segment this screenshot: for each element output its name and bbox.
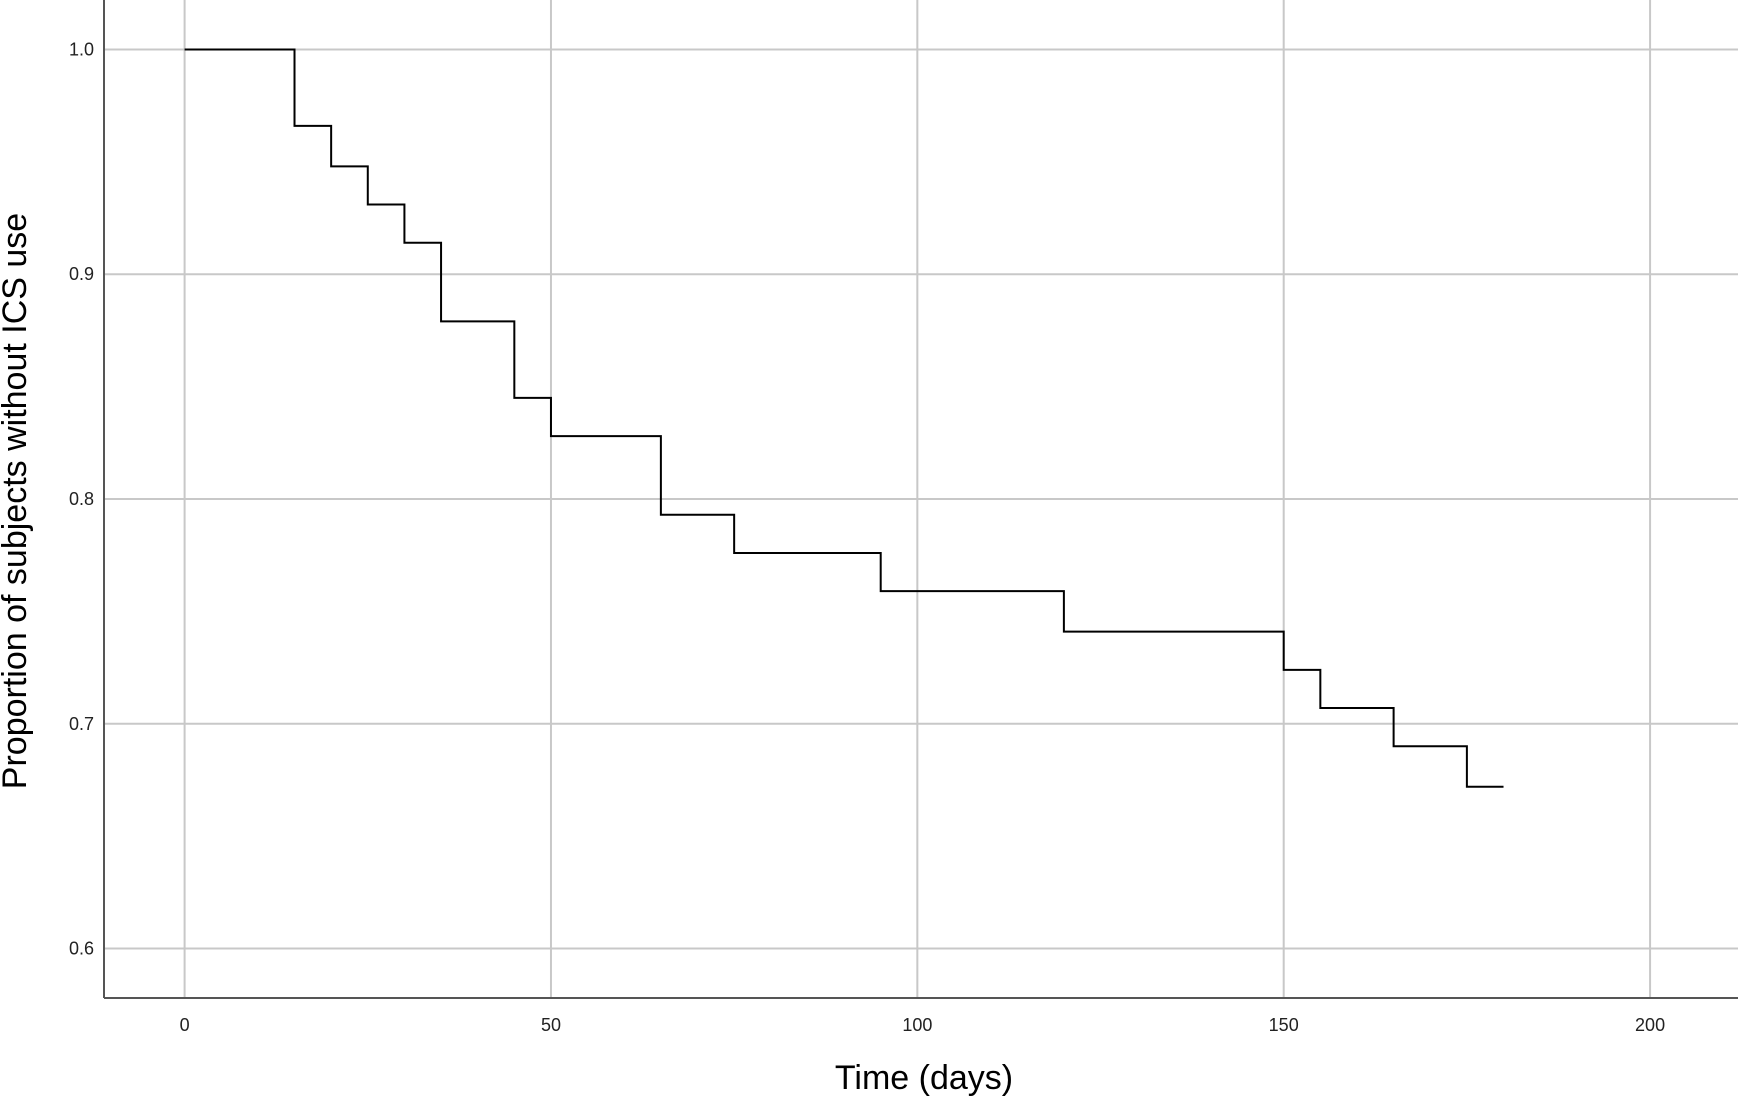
y-tick-labels: 0.6 0.7 0.8 0.9 1.0 xyxy=(69,39,94,958)
x-tick-label: 150 xyxy=(1269,1015,1299,1035)
y-tick-label: 0.9 xyxy=(69,264,94,284)
x-axis-title: Time (days) xyxy=(835,1059,1013,1097)
axes xyxy=(103,0,1738,999)
y-axis-title: Proportion of subjects without ICS use xyxy=(0,213,34,789)
gridlines xyxy=(104,0,1738,998)
series-layer xyxy=(184,48,1504,788)
x-tick-label: 0 xyxy=(180,1015,190,1035)
x-tick-label: 100 xyxy=(902,1015,932,1035)
y-tick-label: 0.7 xyxy=(69,714,94,734)
x-tick-label: 50 xyxy=(541,1015,561,1035)
x-tick-label: 200 xyxy=(1635,1015,1665,1035)
y-tick-label: 0.6 xyxy=(69,939,94,959)
y-tick-label: 1.0 xyxy=(69,39,94,59)
x-tick-labels: 0 50 100 150 200 xyxy=(180,1015,1666,1035)
survival-step-line xyxy=(184,48,1504,788)
y-tick-label: 0.8 xyxy=(69,489,94,509)
